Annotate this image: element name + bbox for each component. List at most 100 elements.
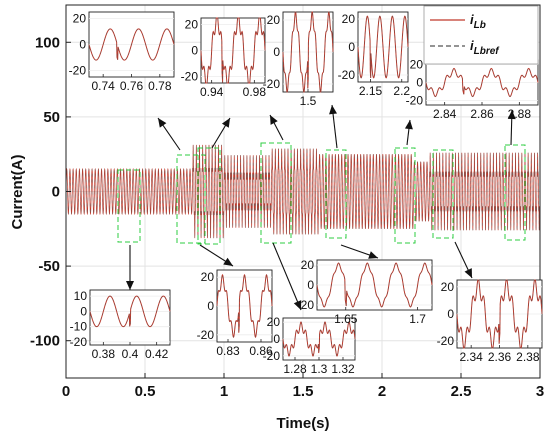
inset-z4: 20 0 -202.15 2.2 bbox=[338, 11, 410, 98]
x-tick-label: 3 bbox=[536, 383, 544, 400]
inset-y-tick-label: 10 bbox=[74, 289, 88, 303]
inset-z3: 20 0 -20 1.5 bbox=[263, 11, 334, 108]
inset-z2: 20 0 -200.94 0.98 bbox=[181, 17, 267, 99]
inset-z10: 20 0 -20 2.34 2.36 2.38 bbox=[437, 279, 543, 364]
inset-x-tick-label: 0.76 bbox=[120, 79, 144, 93]
inset-x-tick-label: 0.4 bbox=[122, 347, 139, 361]
zoom-region-box bbox=[197, 147, 221, 245]
inset-y-tick-label: 0 bbox=[273, 45, 280, 59]
zoom-region-box bbox=[117, 169, 141, 243]
inset-y-tick-label: 0 bbox=[79, 38, 86, 52]
inset-y-tick-label: 0 bbox=[348, 40, 355, 54]
inset-y-tick-label: 20 bbox=[201, 270, 215, 284]
inset-x-tick-label: 0.74 bbox=[91, 79, 115, 93]
zoom-arrows bbox=[126, 104, 516, 311]
zoom-arrow-head bbox=[329, 105, 338, 115]
zoom-arrow-head bbox=[223, 257, 233, 266]
zoom-arrow-head bbox=[158, 118, 167, 128]
inset-x-tick-label: 1.7 bbox=[409, 312, 426, 326]
inset-y-tick-label: 20 bbox=[342, 12, 356, 26]
legend-ilbref-main: i bbox=[470, 38, 474, 53]
inset-series-ilbref bbox=[316, 262, 433, 308]
zoom-region-box bbox=[325, 149, 347, 239]
inset-y-tick-label: 20 bbox=[73, 12, 87, 26]
inset-x-tick-label: 2.2 bbox=[393, 84, 410, 98]
inset-y-tick-label: 0 bbox=[207, 299, 214, 313]
inset-y-tick-label: 20 bbox=[185, 18, 199, 32]
inset-x-tick-label: 1.3 bbox=[311, 362, 328, 376]
inset-y-tick-label: -10 bbox=[70, 320, 88, 334]
inset-z8: 20 0 -201.28 1.3 1.32 bbox=[263, 315, 356, 376]
zoom-regions bbox=[117, 142, 526, 245]
inset-x-tick-label: 2.86 bbox=[470, 107, 494, 121]
x-tick-label: 2 bbox=[378, 383, 386, 400]
x-tick-label: 0 bbox=[62, 383, 70, 400]
x-tick-label: 2.5 bbox=[451, 383, 472, 400]
inset-x-tick-label: 0.38 bbox=[92, 347, 116, 361]
zoom-arrow-head bbox=[126, 281, 134, 290]
inset-x-tick-label: 2.36 bbox=[488, 350, 512, 364]
inset-x-tick-label: 2.15 bbox=[359, 84, 383, 98]
zoom-arrow-head bbox=[404, 120, 413, 130]
zoom-arrow-head bbox=[270, 115, 278, 125]
x-axis-ticks: 0 0.5 1 1.5 2 2.5 3 bbox=[62, 373, 544, 400]
inset-series-ilbref bbox=[357, 15, 409, 79]
y-tick-label: -100 bbox=[30, 333, 60, 350]
inset-x-tick-label: 1.5 bbox=[300, 94, 317, 108]
inset-series-ilbref bbox=[456, 279, 543, 349]
inset-y-tick-label: 0 bbox=[307, 278, 314, 292]
inset-y-tick-label: -20 bbox=[181, 70, 199, 84]
y-axis-ticks: -100 -50 0 50 100 bbox=[30, 34, 71, 350]
inset-series-ilbref bbox=[89, 295, 171, 327]
inset-y-tick-label: -20 bbox=[69, 64, 87, 78]
inset-y-tick-label: -20 bbox=[338, 68, 356, 82]
x-axis-label: Time(s) bbox=[276, 415, 329, 432]
inset-y-tick-label: 0 bbox=[191, 44, 198, 58]
inset-x-tick-label: 2.88 bbox=[508, 107, 532, 121]
x-tick-label: 1 bbox=[220, 383, 228, 400]
inset-series-ilbref bbox=[425, 68, 539, 97]
zoom-region-box bbox=[176, 154, 206, 244]
zoom-region-box bbox=[260, 142, 292, 244]
inset-y-tick-label: -20 bbox=[70, 335, 88, 349]
zoom-arrow-head bbox=[464, 268, 472, 278]
inset-z6: 100 -10-20 0.38 0.4 0.42 bbox=[70, 289, 171, 361]
inset-y-tick-label: -20 bbox=[263, 349, 281, 363]
legend-ilb-sub: Lb bbox=[474, 20, 486, 31]
legend-box bbox=[423, 5, 539, 65]
x-tick-label: 0.5 bbox=[135, 383, 156, 400]
y-tick-label: 0 bbox=[52, 184, 60, 201]
series-ilbref-line bbox=[65, 144, 541, 239]
zoom-arrow-head bbox=[221, 118, 230, 128]
legend: iLb iLbref bbox=[423, 5, 539, 65]
inset-y-tick-label: -20 bbox=[263, 77, 281, 91]
inset-x-tick-label: 1.65 bbox=[334, 312, 358, 326]
zoom-region-box bbox=[432, 149, 454, 239]
inset-series-ilbref bbox=[282, 11, 334, 93]
legend-label-ilbref: iLbref bbox=[470, 38, 500, 57]
inset-y-tick-label: -20 bbox=[406, 94, 424, 108]
y-axis-label: Current(A) bbox=[9, 155, 26, 230]
inset-y-tick-label: 20 bbox=[267, 315, 281, 329]
inset-x-tick-label: 0.78 bbox=[148, 79, 172, 93]
zoom-region-box bbox=[504, 144, 526, 241]
zoom-arrow-line bbox=[272, 242, 302, 311]
inset-z1: 20 0 -20 0.74 0.76 0.78 bbox=[69, 12, 175, 93]
main-waveform bbox=[65, 144, 541, 239]
inset-x-tick-label: 1.32 bbox=[331, 362, 355, 376]
inset-y-tick-label: -20 bbox=[437, 334, 455, 348]
legend-ilbref-sub: Lbref bbox=[474, 46, 501, 57]
inset-series-ilbref bbox=[216, 274, 273, 338]
inset-x-tick-label: 1.28 bbox=[283, 362, 307, 376]
zoom-arrow-head bbox=[507, 110, 516, 120]
inset-series-ilbref bbox=[88, 28, 175, 61]
inset-z7: 20 0 -200.83 0.86 bbox=[197, 269, 273, 358]
inset-x-tick-label: 2.84 bbox=[433, 107, 457, 121]
y-tick-label: 100 bbox=[35, 34, 60, 51]
zoom-region-box bbox=[394, 147, 416, 244]
y-tick-label: -50 bbox=[38, 258, 60, 275]
inset-x-tick-label: 0.94 bbox=[200, 85, 224, 99]
inset-x-tick-label: 0.98 bbox=[243, 85, 267, 99]
